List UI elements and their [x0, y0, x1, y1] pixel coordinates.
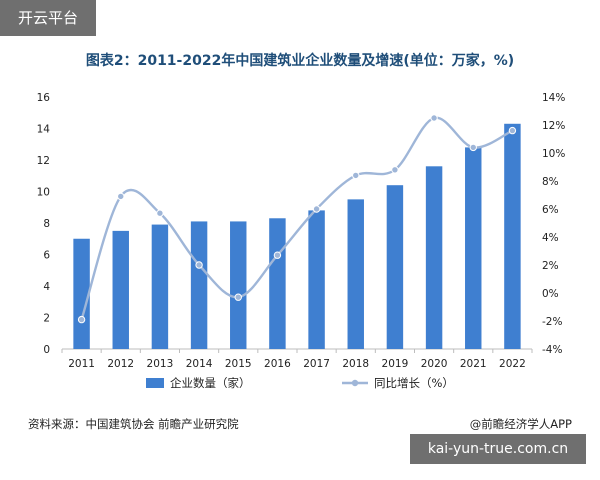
y-right-tick-label: 4% — [542, 232, 559, 244]
y-left-tick-label: 16 — [37, 92, 51, 104]
x-tick-label: 2013 — [147, 358, 174, 370]
footer-credit: @前瞻经济学人APP — [469, 417, 572, 431]
x-tick-label: 2022 — [499, 358, 526, 370]
growth-point — [273, 251, 282, 259]
bar-series — [73, 123, 521, 350]
growth-point — [234, 293, 242, 301]
y-left-tick-label: 2 — [43, 313, 50, 325]
bar — [230, 221, 247, 349]
bar — [151, 224, 169, 349]
y-left-tick-label: 4 — [43, 281, 50, 293]
chart-legend: 企业数量（家） 同比增长（%） — [146, 376, 454, 390]
y-left-tick-label: 8 — [43, 218, 50, 230]
growth-line — [80, 116, 513, 320]
x-tick-label: 2015 — [225, 358, 252, 370]
y-right-tick-label: 6% — [542, 204, 559, 216]
y-right-tick-label: -2% — [542, 316, 562, 328]
growth-point — [508, 126, 517, 135]
bar — [504, 123, 521, 350]
x-tick-label: 2016 — [264, 358, 291, 370]
y-right-tick-label: 2% — [542, 260, 559, 272]
growth-point — [77, 315, 86, 324]
bar — [112, 230, 129, 349]
y-right-tick-label: 10% — [542, 148, 565, 160]
y-right-tick-label: 12% — [542, 120, 565, 132]
legend-line-marker — [351, 379, 359, 387]
legend-bar-label: 企业数量（家） — [170, 376, 251, 390]
chart: 0 2 4 6 8 10 12 14 16 -4% -2% 0% 2% 4% 6% 8% 10% 12% 14% 20… — [37, 92, 566, 390]
legend-line-label: 同比增长（%） — [374, 376, 454, 390]
growth-point — [156, 209, 164, 217]
y-left-tick-label: 0 — [43, 344, 50, 356]
x-tick-label: 2019 — [382, 358, 409, 370]
growth-point — [195, 261, 203, 269]
growth-point — [469, 143, 477, 152]
legend-bar-swatch — [146, 378, 164, 388]
y-left-tick-label: 10 — [37, 187, 50, 199]
line-series — [77, 114, 517, 324]
x-tick-label: 2018 — [342, 358, 369, 370]
bar — [308, 210, 325, 349]
footer-source: 资料来源：中国建筑协会 前瞻产业研究院 — [28, 417, 239, 431]
x-tick-label: 2014 — [186, 358, 213, 370]
chart-title: 图表2：2011-2022年中国建筑业企业数量及增速(单位：万家，%) — [85, 53, 515, 69]
x-tick-label: 2021 — [460, 358, 487, 370]
bar — [73, 238, 90, 349]
growth-point — [117, 192, 125, 201]
growth-point — [312, 205, 321, 213]
y-right-tick-label: -4% — [542, 344, 562, 356]
watermark-top-left: 开云平台 — [0, 0, 96, 36]
x-tick-label: 2011 — [68, 358, 95, 370]
bar — [386, 185, 404, 349]
x-tick-label: 2012 — [107, 358, 134, 370]
y-right-tick-label: 8% — [542, 176, 559, 188]
y-right-tick-label: 0% — [542, 288, 559, 300]
bar — [465, 147, 482, 349]
y-left-tick-label: 14 — [37, 124, 51, 136]
x-tick-label: 2017 — [303, 358, 330, 370]
bar — [425, 166, 443, 349]
bar — [347, 199, 364, 349]
y-left-tick-label: 12 — [37, 155, 50, 167]
growth-point — [352, 171, 360, 180]
x-tick-label: 2020 — [421, 358, 448, 370]
y-right-tick-label: 14% — [542, 92, 565, 104]
growth-point — [430, 114, 438, 122]
bar — [190, 221, 208, 349]
growth-point — [391, 166, 399, 174]
bar — [269, 218, 286, 349]
y-left-tick-label: 6 — [43, 250, 50, 262]
chart-axes: 0 2 4 6 8 10 12 14 16 -4% -2% 0% 2% 4% 6% 8% 10% 12% 14% 20… — [37, 92, 566, 370]
watermark-bottom-right: kai-yun-true.com.cn — [410, 434, 586, 464]
